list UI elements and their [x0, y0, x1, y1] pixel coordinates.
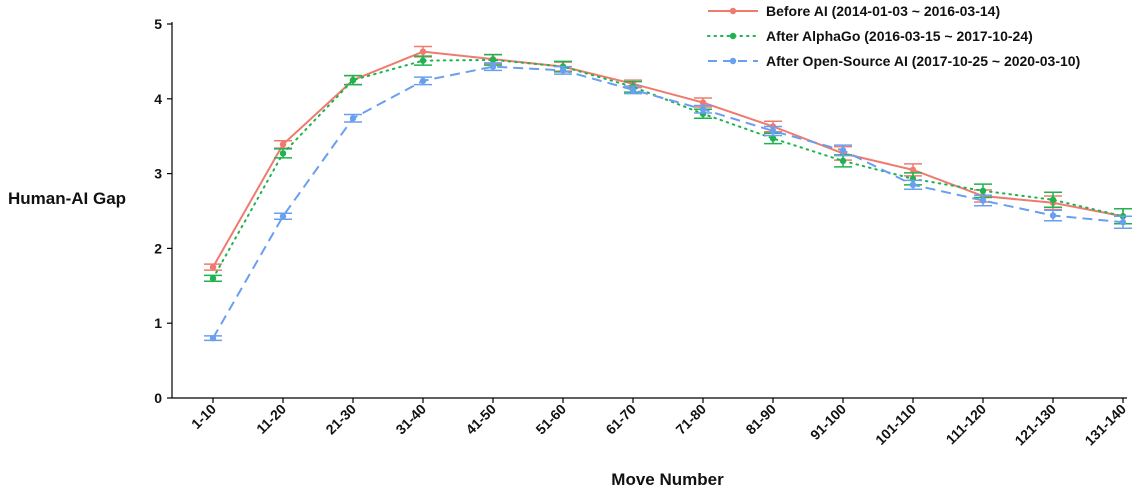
- data-point: [979, 187, 987, 195]
- series-2: [204, 62, 1132, 342]
- x-tick-label: 101-110: [872, 401, 919, 448]
- data-point: [699, 106, 707, 113]
- data-point: [279, 141, 287, 148]
- x-tick-label: 121-130: [1011, 401, 1059, 449]
- legend-swatch-after-open-source: [708, 57, 758, 65]
- data-point: [979, 197, 987, 204]
- y-axis-label: Human-AI Gap: [8, 189, 127, 208]
- data-point: [559, 67, 567, 74]
- data-point: [699, 99, 707, 106]
- data-point: [769, 127, 777, 135]
- data-point: [909, 181, 917, 189]
- data-point: [279, 150, 287, 157]
- x-tick-label: 131-140: [1081, 401, 1129, 449]
- x-tick-label: 71-80: [672, 401, 709, 438]
- legend-swatch-before-ai: [708, 7, 758, 15]
- series-line: [212, 65, 1124, 339]
- x-tick-label: 81-90: [742, 401, 779, 438]
- x-tick-label: 21-30: [322, 401, 359, 438]
- x-tick-label: 31-40: [392, 401, 429, 438]
- y-tick-label: 3: [154, 166, 162, 182]
- data-point: [419, 48, 427, 55]
- legend-label-before-ai: Before AI (2014-01-03 ~ 2016-03-14): [766, 3, 1001, 19]
- y-tick-label: 0: [154, 390, 162, 406]
- data-point: [1049, 212, 1057, 219]
- y-tick-label: 1: [154, 315, 162, 331]
- series-line: [212, 50, 1124, 268]
- data-point: [209, 275, 217, 282]
- data-point: [419, 57, 427, 64]
- y-tick-label: 2: [154, 240, 162, 256]
- x-tick-label: 111-120: [943, 401, 990, 448]
- x-tick-label: 91-100: [807, 401, 849, 443]
- data-point: [279, 213, 287, 220]
- x-tick-label: 41-50: [462, 401, 499, 438]
- legend-label-after-open-source: After Open-Source AI (2017-10-25 ~ 2020-…: [766, 53, 1081, 69]
- data-point: [629, 86, 637, 94]
- data-point: [209, 263, 217, 271]
- series-0: [204, 45, 1132, 271]
- data-point: [489, 56, 497, 64]
- x-axis-label: Move Number: [611, 470, 724, 489]
- data-point: [909, 166, 917, 174]
- data-point: [489, 63, 497, 70]
- x-tick-label: 51-60: [532, 401, 569, 438]
- data-point: [839, 147, 847, 154]
- data-point: [419, 77, 427, 85]
- data-point: [349, 76, 357, 84]
- plot-area: [204, 45, 1132, 342]
- series-line: [212, 58, 1124, 280]
- axes: [167, 22, 1127, 403]
- y-tick-label: 5: [154, 16, 162, 32]
- data-point: [1119, 219, 1127, 226]
- data-point: [839, 157, 847, 165]
- x-tick-label: 1-10: [188, 401, 219, 432]
- data-point: [769, 135, 777, 142]
- y-tick-label: 4: [154, 91, 162, 107]
- x-tick-label: 61-70: [602, 401, 639, 438]
- data-point: [209, 334, 217, 342]
- data-point: [1049, 196, 1057, 203]
- data-point: [349, 115, 357, 122]
- legend-label-after-alphago: After AlphaGo (2016-03-15 ~ 2017-10-24): [766, 28, 1033, 44]
- x-tick-label: 11-20: [253, 401, 289, 437]
- legend-swatch-after-alphago: [707, 32, 759, 40]
